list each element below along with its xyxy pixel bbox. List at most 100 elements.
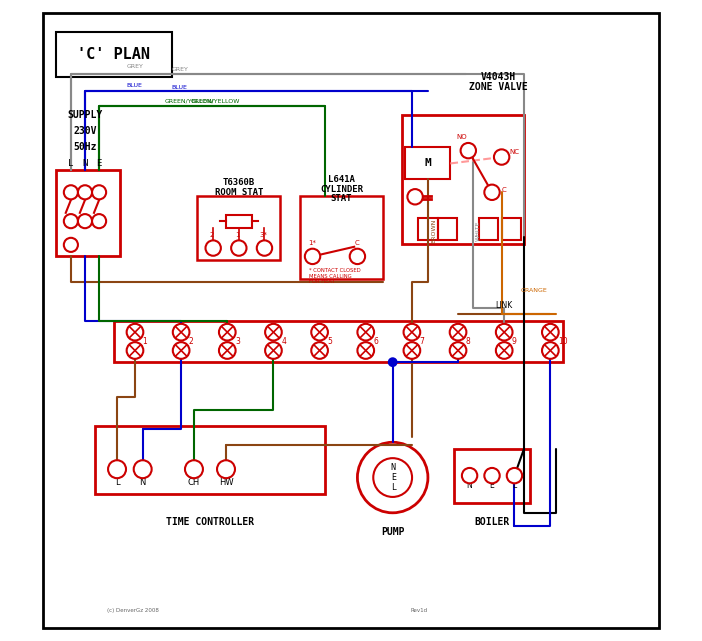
Bar — [114, 320, 562, 362]
Text: MEANS CALLING: MEANS CALLING — [310, 274, 352, 279]
Circle shape — [64, 185, 78, 199]
Text: 3*: 3* — [259, 231, 267, 238]
Text: ZONE VALVE: ZONE VALVE — [469, 81, 528, 92]
Circle shape — [461, 143, 476, 158]
Text: SUPPLY: SUPPLY — [67, 110, 102, 121]
Text: WHITE: WHITE — [476, 221, 481, 241]
Circle shape — [484, 185, 500, 200]
Text: PUMP: PUMP — [381, 527, 404, 537]
Text: GREEN/YELLOW: GREEN/YELLOW — [191, 99, 240, 104]
Text: GREY: GREY — [171, 67, 188, 72]
Text: E: E — [96, 159, 102, 168]
Text: GREY: GREY — [126, 63, 143, 69]
Bar — [95, 426, 325, 494]
Circle shape — [217, 460, 235, 478]
Circle shape — [450, 324, 466, 340]
Circle shape — [542, 342, 559, 359]
Circle shape — [64, 238, 78, 252]
Text: GREEN/YELLOW: GREEN/YELLOW — [165, 99, 215, 104]
Text: (c) DenverGz 2008: (c) DenverGz 2008 — [107, 608, 159, 613]
Circle shape — [305, 249, 320, 264]
Text: 10: 10 — [558, 337, 568, 346]
Text: 4: 4 — [281, 337, 286, 346]
Circle shape — [357, 324, 374, 340]
Text: 6: 6 — [373, 337, 378, 346]
Circle shape — [373, 458, 412, 497]
Text: BROWN: BROWN — [431, 219, 436, 243]
Text: 'C' PLAN: 'C' PLAN — [77, 47, 150, 62]
Text: C: C — [502, 187, 506, 194]
Circle shape — [404, 342, 420, 359]
Text: 50Hz: 50Hz — [73, 142, 97, 153]
Text: FOR HEAT: FOR HEAT — [310, 279, 336, 284]
Circle shape — [350, 249, 365, 264]
Bar — [479, 218, 498, 240]
Text: NC: NC — [510, 149, 519, 155]
Circle shape — [311, 342, 328, 359]
Bar — [56, 32, 171, 77]
Circle shape — [92, 185, 106, 199]
Text: 2: 2 — [210, 231, 214, 238]
Circle shape — [108, 460, 126, 478]
Text: E: E — [490, 481, 494, 490]
Circle shape — [265, 342, 282, 359]
Circle shape — [357, 342, 374, 359]
Circle shape — [462, 468, 477, 483]
Bar — [406, 147, 451, 179]
Circle shape — [311, 324, 328, 340]
Circle shape — [265, 324, 282, 340]
Text: 1*: 1* — [309, 240, 317, 246]
Text: TIME CONTROLLER: TIME CONTROLLER — [166, 517, 254, 528]
Circle shape — [92, 214, 106, 228]
Text: * CONTACT CLOSED: * CONTACT CLOSED — [310, 269, 361, 274]
Text: 8: 8 — [465, 337, 470, 346]
Bar — [453, 449, 531, 503]
Bar — [300, 196, 383, 279]
Circle shape — [484, 468, 500, 483]
Text: L641A: L641A — [328, 175, 355, 184]
Circle shape — [389, 358, 397, 366]
Text: NO: NO — [456, 134, 468, 140]
Text: CH: CH — [188, 478, 200, 487]
Text: L: L — [392, 483, 397, 492]
Bar — [437, 218, 457, 240]
Circle shape — [407, 189, 423, 204]
Bar — [418, 218, 437, 240]
Text: 7: 7 — [420, 337, 425, 346]
Bar — [402, 115, 524, 244]
Text: N: N — [390, 463, 395, 472]
Text: L: L — [512, 481, 517, 490]
Circle shape — [219, 342, 236, 359]
Text: 1: 1 — [143, 337, 147, 346]
Bar — [56, 170, 120, 256]
Circle shape — [404, 324, 420, 340]
Text: T6360B: T6360B — [223, 178, 255, 187]
Circle shape — [231, 240, 246, 256]
Text: BLUE: BLUE — [126, 83, 143, 88]
Text: N: N — [140, 478, 146, 487]
Text: BLUE: BLUE — [171, 85, 187, 90]
Circle shape — [206, 240, 221, 256]
Text: L: L — [68, 159, 74, 168]
Text: Rev1d: Rev1d — [411, 608, 428, 613]
Circle shape — [507, 468, 522, 483]
Text: E: E — [391, 473, 396, 482]
Text: BOILER: BOILER — [475, 517, 510, 528]
Circle shape — [133, 460, 152, 478]
Circle shape — [496, 324, 512, 340]
Circle shape — [450, 342, 466, 359]
Text: ROOM STAT: ROOM STAT — [215, 188, 263, 197]
Text: 1: 1 — [235, 231, 240, 238]
Bar — [502, 218, 521, 240]
Circle shape — [357, 442, 428, 513]
Bar — [197, 196, 281, 260]
Circle shape — [78, 214, 92, 228]
Circle shape — [542, 324, 559, 340]
Circle shape — [173, 324, 190, 340]
Text: HW: HW — [219, 478, 233, 487]
Text: LINK: LINK — [496, 301, 513, 310]
Circle shape — [78, 185, 92, 199]
Circle shape — [126, 324, 143, 340]
Text: N: N — [82, 159, 88, 168]
Text: N: N — [467, 481, 472, 490]
